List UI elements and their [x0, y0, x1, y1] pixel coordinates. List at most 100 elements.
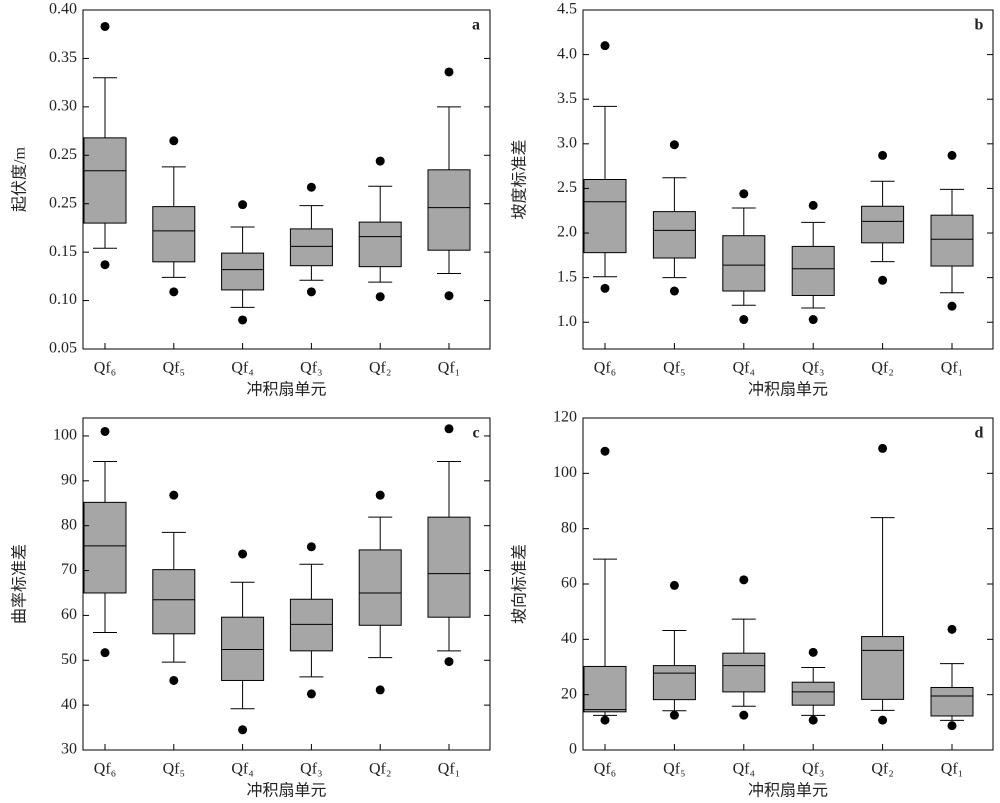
outlier	[100, 260, 110, 270]
outlier	[739, 575, 749, 585]
box	[221, 252, 265, 291]
x-tick-label: Qf₃	[802, 360, 824, 377]
outlier	[444, 67, 454, 77]
box	[152, 206, 196, 263]
box	[289, 598, 333, 652]
y-tick-label: 0.25	[49, 194, 77, 211]
panel-label: a	[472, 17, 480, 34]
box	[583, 665, 627, 713]
box	[83, 501, 127, 594]
outlier	[878, 150, 888, 160]
x-tick-label: Qf₆	[94, 761, 116, 778]
y-tick-label: 100	[553, 464, 577, 481]
y-tick-label: 20	[561, 685, 577, 702]
outlier	[808, 647, 818, 657]
x-tick-label: Qf₅	[163, 360, 185, 377]
outlier	[669, 140, 679, 150]
outlier	[947, 721, 957, 731]
box	[221, 616, 265, 681]
y-tick-label: 1.5	[557, 268, 577, 285]
panel-label: c	[472, 425, 479, 442]
box	[652, 211, 696, 259]
y-tick-label: 70	[61, 561, 77, 578]
y-axis-label: 曲率标准差	[11, 544, 29, 624]
y-tick-label: 100	[53, 427, 77, 444]
outlier	[739, 710, 749, 720]
outlier	[600, 283, 610, 293]
x-tick-label: Qf₁	[941, 360, 963, 377]
outlier	[947, 150, 957, 160]
y-tick-label: 0	[569, 741, 577, 758]
outlier	[739, 315, 749, 325]
outlier	[947, 301, 957, 311]
x-tick-label: Qf₃	[300, 761, 322, 778]
box	[722, 235, 766, 292]
y-tick-label: 3.0	[557, 134, 577, 151]
x-tick-label: Qf₂	[369, 360, 391, 377]
y-tick-label: 60	[61, 606, 77, 623]
x-tick-label: Qf₄	[733, 360, 756, 377]
y-tick-label: 40	[61, 696, 77, 713]
x-axis-label: 冲积扇单元	[246, 782, 326, 800]
x-tick-label: Qf₂	[871, 360, 893, 377]
outlier	[739, 189, 749, 199]
x-tick-label: Qf₅	[163, 761, 185, 778]
outlier	[600, 715, 610, 725]
outlier	[100, 426, 110, 436]
outlier	[238, 725, 248, 735]
outlier	[169, 490, 179, 500]
plot-frame	[582, 417, 994, 751]
x-tick-label: Qf₄	[733, 761, 756, 778]
box	[289, 228, 333, 267]
x-tick-label: Qf₁	[438, 761, 460, 778]
box	[861, 636, 905, 700]
x-axis-label: 冲积扇单元	[246, 381, 326, 399]
y-tick-label: 120	[553, 409, 577, 426]
panel-label: b	[975, 17, 984, 34]
outlier	[100, 21, 110, 31]
box	[358, 549, 402, 626]
outlier	[878, 715, 888, 725]
panel-label: d	[975, 425, 984, 442]
box	[722, 652, 766, 693]
x-tick-label: Qf₁	[438, 360, 460, 377]
box	[861, 205, 905, 244]
y-tick-label: 0.05	[49, 340, 77, 357]
x-tick-label: Qf₃	[802, 761, 824, 778]
x-tick-label: Qf₂	[871, 761, 893, 778]
x-tick-label: Qf₂	[369, 761, 391, 778]
y-tick-label: 80	[61, 516, 77, 533]
outlier	[306, 689, 316, 699]
x-tick-label: Qf₄	[231, 761, 254, 778]
outlier	[169, 675, 179, 685]
y-tick-label: 2.0	[557, 224, 577, 241]
y-tick-label: 0.35	[49, 49, 77, 66]
y-tick-label: 0.30	[49, 98, 77, 115]
box	[358, 221, 402, 268]
outlier	[444, 291, 454, 301]
box	[791, 245, 835, 296]
outlier	[444, 424, 454, 434]
outlier	[169, 287, 179, 297]
outlier	[669, 580, 679, 590]
outlier	[808, 315, 818, 325]
outlier	[669, 286, 679, 296]
plot-frame	[82, 9, 491, 350]
outlier	[808, 715, 818, 725]
box	[930, 214, 974, 267]
box	[83, 137, 127, 224]
outlier	[169, 136, 179, 146]
outlier	[100, 648, 110, 658]
box	[791, 681, 835, 706]
outlier	[878, 443, 888, 453]
plot-frame	[82, 417, 491, 751]
outlier	[238, 549, 248, 559]
y-tick-label: 40	[561, 630, 577, 647]
y-tick-label: 3.5	[557, 90, 577, 107]
y-tick-label: 50	[61, 651, 77, 668]
y-tick-label: 2.5	[557, 179, 577, 196]
outlier	[444, 657, 454, 667]
box	[427, 169, 471, 251]
y-tick-label: 30	[61, 741, 77, 758]
